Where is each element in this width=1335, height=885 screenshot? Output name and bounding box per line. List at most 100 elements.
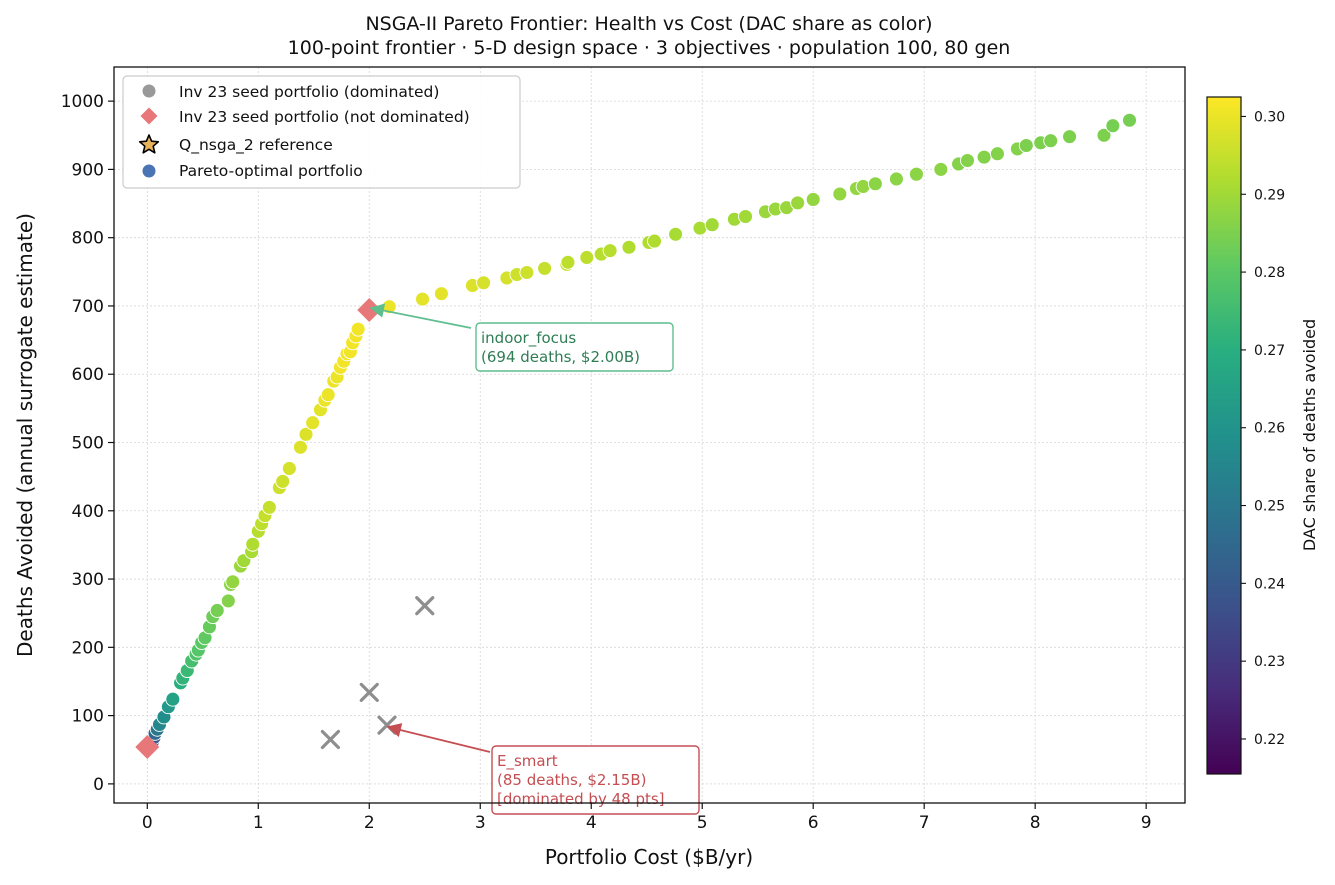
seed-dominated-marker: [359, 682, 379, 702]
x-axis-label: Portfolio Cost ($B/yr): [545, 845, 753, 869]
pareto-point: [933, 161, 949, 177]
pareto-point: [209, 603, 225, 618]
pareto-point: [704, 217, 720, 233]
grid-lines: [114, 67, 1185, 803]
annotations: indoor_focus(694 deaths, $2.00B)E_smart(…: [369, 303, 700, 815]
pareto-point: [867, 176, 883, 192]
pareto-point: [1096, 127, 1112, 143]
y-tick-label: 100: [72, 707, 104, 727]
colorbar-label: DAC share of deaths avoided: [1300, 319, 1319, 551]
pareto-point: [692, 220, 708, 236]
x-tick-label: 4: [586, 813, 597, 833]
x-tick-label: 8: [1030, 813, 1041, 833]
pareto-point: [738, 209, 753, 224]
pareto-point: [602, 243, 618, 259]
legend-label-seed-dominated: Inv 23 seed portfolio (dominated): [179, 83, 439, 101]
data-points: [135, 112, 1137, 760]
pareto-point: [519, 265, 535, 280]
pareto-point: [165, 691, 181, 707]
x-tick-label: 3: [475, 813, 486, 833]
pareto-point: [1018, 138, 1034, 153]
pareto-point: [855, 179, 871, 194]
annotation-box: [475, 322, 674, 372]
pareto-point: [293, 439, 308, 455]
legend-marker-reference-star: [138, 134, 160, 154]
legend-marker-seed-dominated: [142, 84, 156, 98]
legend: Inv 23 seed portfolio (dominated) Inv 23…: [122, 75, 521, 189]
pareto-point: [220, 593, 236, 609]
y-axis-ticks: 0 100 200 300 400 500 600 700 800 900 1000: [61, 92, 114, 795]
pareto-point: [621, 239, 637, 255]
colorbar-tick-label: 0.23: [1254, 654, 1285, 670]
pareto-point: [960, 153, 975, 168]
colorbar-ticks: 0.22 0.23 0.24 0.25 0.26 0.27 0.28 0.29 0.30: [1241, 109, 1285, 748]
legend-label-seed-not-dominated: Inv 23 seed portfolio (not dominated): [179, 108, 470, 126]
pareto-point: [647, 233, 662, 249]
y-tick-label: 400: [72, 502, 104, 522]
pareto-point: [1043, 133, 1059, 149]
seed-not-dominated-marker: [135, 735, 160, 760]
pareto-point: [537, 260, 553, 276]
pareto-point: [668, 226, 684, 242]
legend-label-pareto: Pareto-optimal portfolio: [179, 162, 363, 180]
pareto-point: [245, 536, 261, 552]
pareto-point: [305, 415, 321, 431]
colorbar-tick-label: 0.26: [1254, 421, 1285, 437]
x-tick-label: 2: [364, 813, 375, 833]
pareto-point: [579, 250, 595, 265]
pareto-point: [225, 574, 241, 590]
pareto-point: [976, 149, 992, 165]
x-axis-ticks: 0 1 2 3 4 5 6 7 8 9: [142, 803, 1152, 833]
pareto-point: [350, 321, 366, 337]
x-tick-label: 6: [808, 813, 819, 833]
y-tick-label: 0: [93, 775, 104, 795]
x-tick-label: 1: [253, 813, 264, 833]
colorbar-tick-label: 0.29: [1254, 187, 1285, 203]
legend-box: [122, 75, 521, 189]
pareto-point: [1062, 129, 1078, 145]
annotation-text: (694 deaths, $2.00B): [481, 348, 640, 366]
pareto-point: [415, 291, 430, 307]
annotation-text: (85 deaths, $2.15B): [497, 771, 646, 789]
annotation-text: indoor_focus: [481, 329, 576, 348]
seed-dominated-marker: [320, 729, 341, 750]
annotation-text: E_smart: [497, 752, 558, 771]
pareto-point: [320, 387, 336, 403]
y-tick-label: 1000: [61, 92, 104, 112]
legend-marker-seed-not-dominated: [140, 107, 158, 125]
x-tick-label: 9: [1141, 813, 1152, 833]
x-tick-label: 0: [142, 813, 153, 833]
colorbar-tick-label: 0.25: [1254, 499, 1285, 515]
pareto-point: [888, 171, 904, 187]
y-tick-label: 200: [72, 638, 104, 658]
pareto-point: [1105, 118, 1121, 134]
annotation-arrow: [369, 303, 472, 329]
pareto-point: [281, 461, 297, 476]
x-tick-label: 5: [697, 813, 708, 833]
pareto-point: [790, 195, 806, 211]
indoor-focus-annotation: indoor_focus(694 deaths, $2.00B): [369, 303, 674, 372]
pareto-point: [298, 426, 314, 442]
colorbar: 0.22 0.23 0.24 0.25 0.26 0.27 0.28 0.29 0.30 DAC…: [1206, 96, 1319, 775]
pareto-point: [476, 275, 492, 291]
e-smart-annotation: E_smart(85 deaths, $2.15B)[dominated by …: [386, 723, 700, 815]
y-tick-label: 900: [72, 160, 104, 180]
pareto-point: [261, 499, 277, 515]
pareto-point: [560, 254, 576, 270]
annotation-arrow: [386, 723, 491, 753]
plot-frame: [113, 66, 1186, 804]
chart-subtitle: 100-point frontier · 5-D design space · …: [288, 37, 1011, 59]
y-tick-label: 800: [72, 229, 104, 249]
colorbar-tick-label: 0.22: [1254, 732, 1285, 748]
annotation-text: [dominated by 48 pts]: [497, 790, 665, 808]
y-tick-label: 300: [72, 570, 104, 590]
colorbar-tick-label: 0.24: [1254, 576, 1285, 592]
seed-dominated-marker: [415, 596, 435, 616]
y-tick-label: 500: [72, 434, 104, 454]
colorbar-tick-label: 0.30: [1254, 109, 1285, 125]
colorbar-gradient: [1206, 96, 1242, 775]
y-tick-label: 600: [72, 365, 104, 385]
colorbar-tick-label: 0.28: [1254, 265, 1285, 281]
pareto-point: [433, 286, 449, 302]
